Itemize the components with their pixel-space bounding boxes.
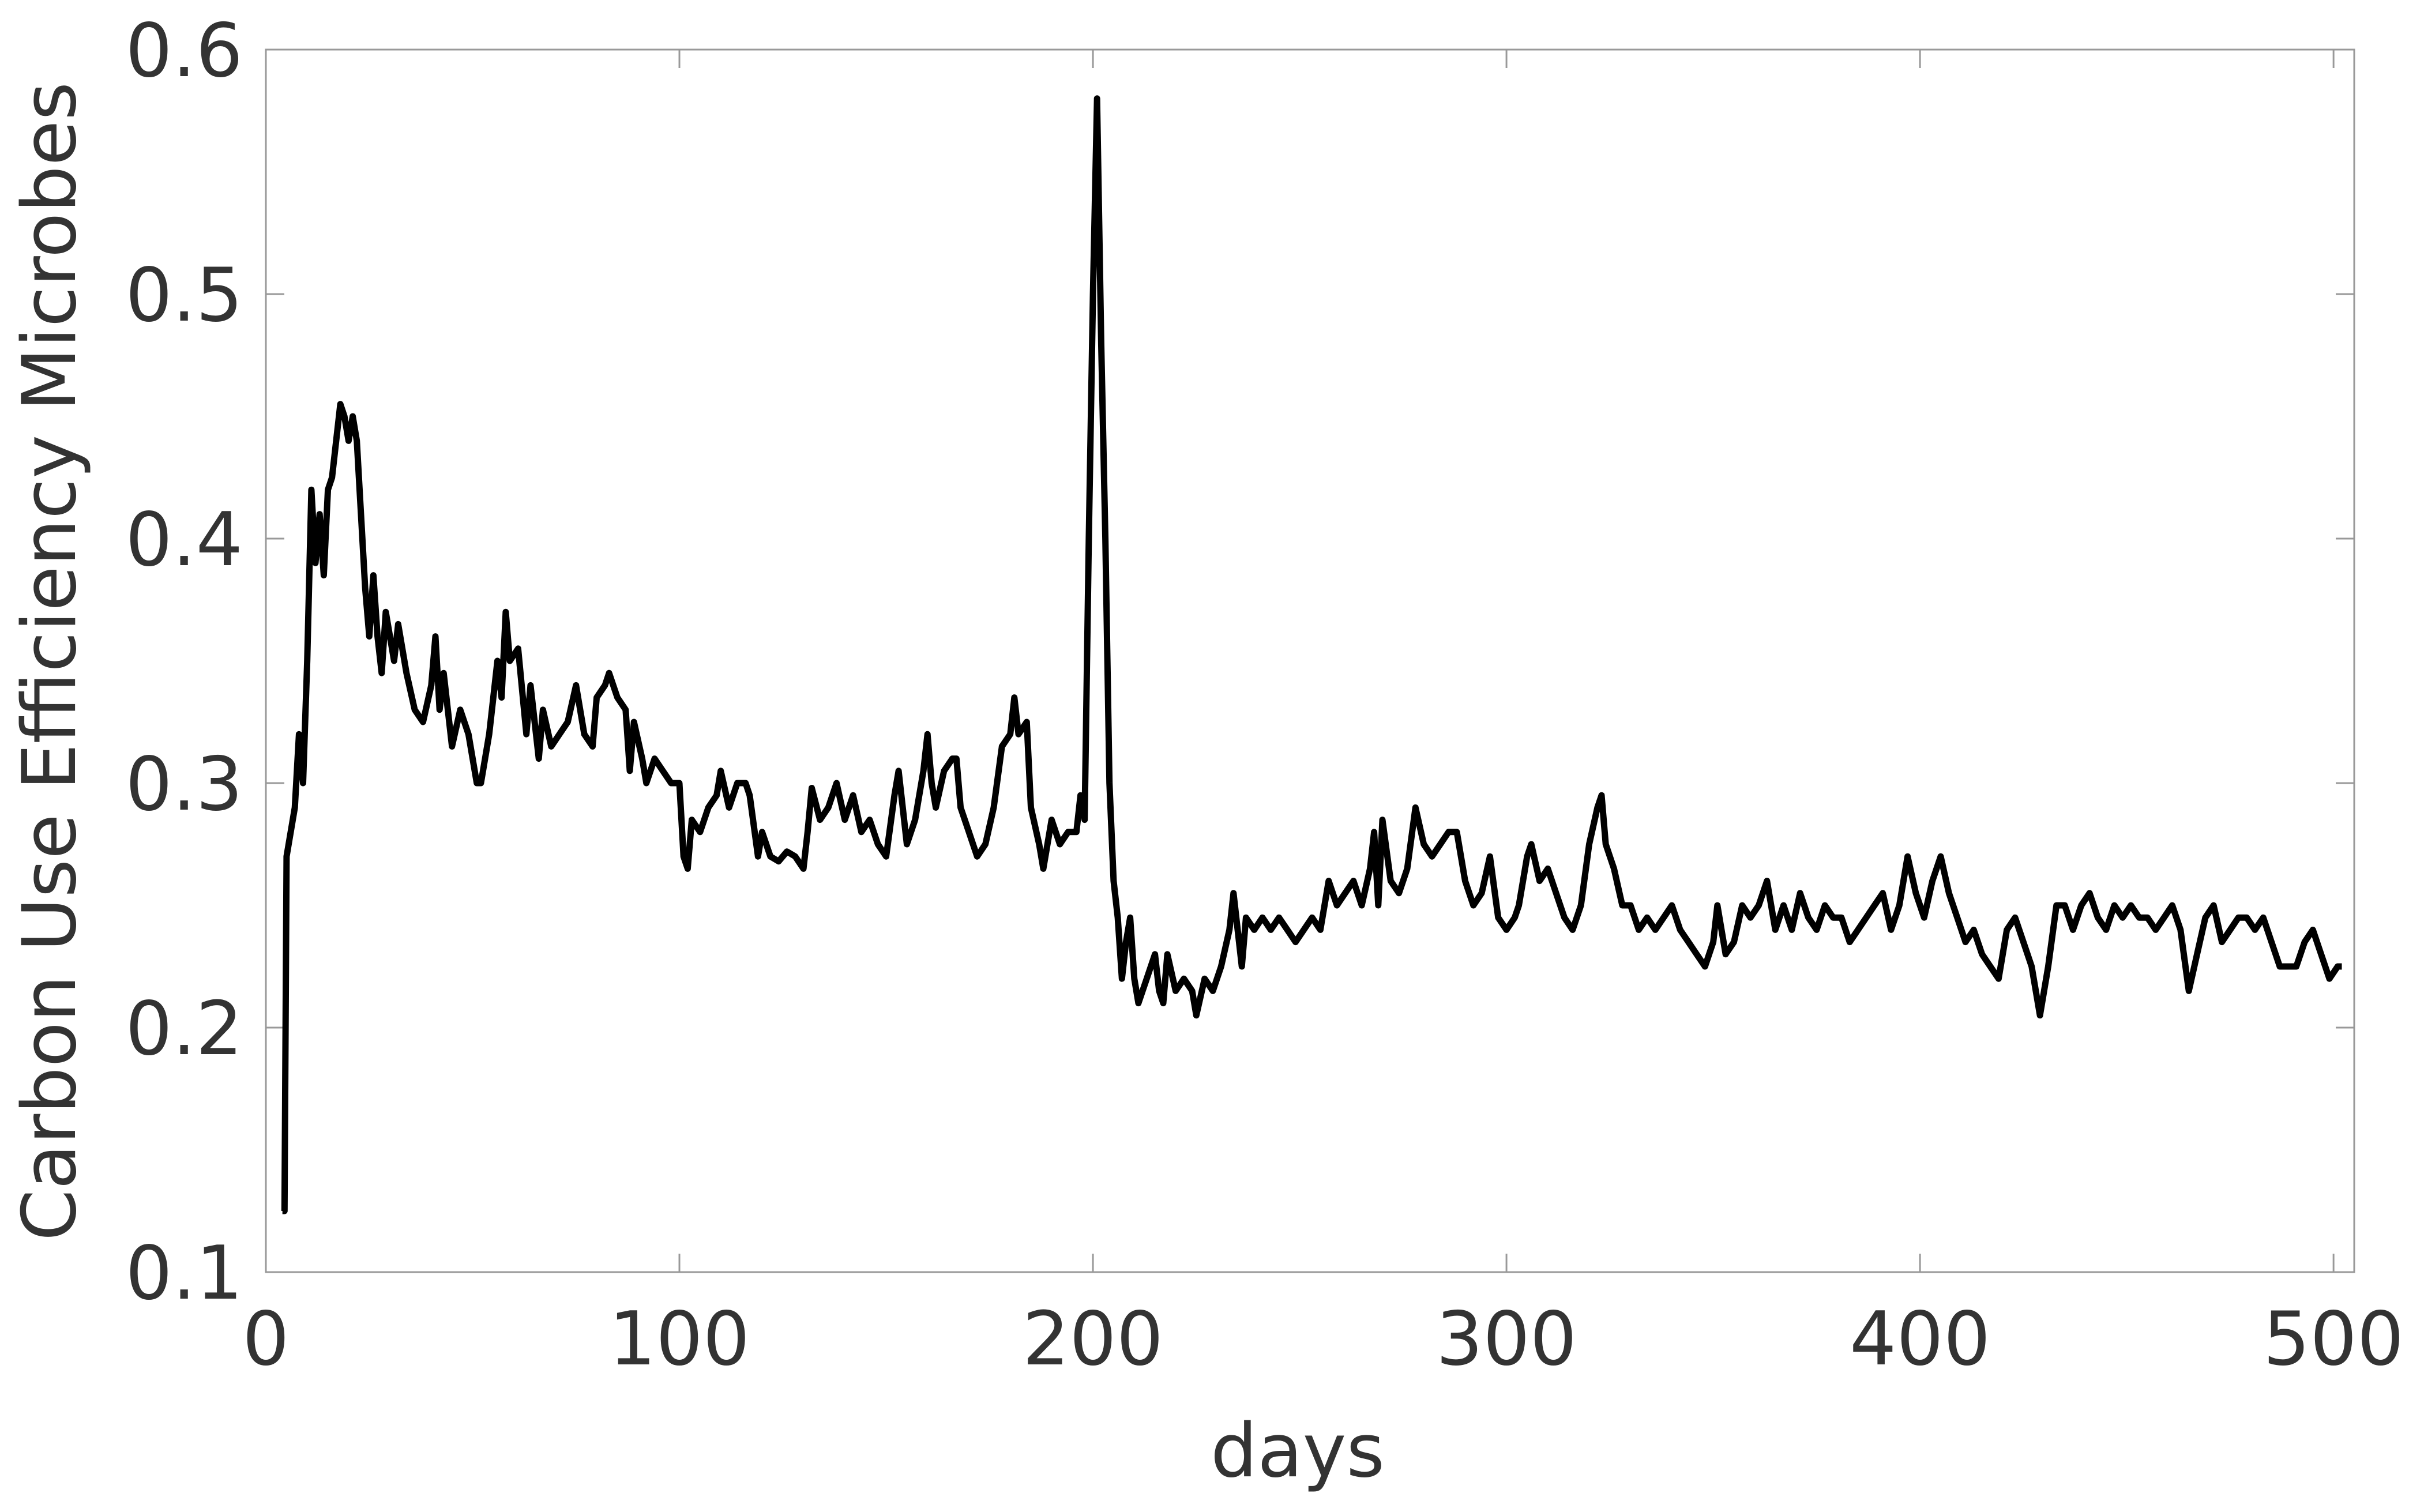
x-tick-label: 100 bbox=[609, 1296, 750, 1382]
x-tick-label: 0 bbox=[242, 1296, 289, 1382]
x-axis-label: days bbox=[1211, 1408, 1385, 1494]
y-tick-label: 0.5 bbox=[125, 253, 243, 338]
y-tick-label: 0.6 bbox=[125, 8, 243, 94]
x-tick-label: 400 bbox=[1850, 1296, 1990, 1382]
x-tick-label: 500 bbox=[2263, 1296, 2404, 1382]
y-tick-label: 0.4 bbox=[125, 497, 243, 583]
data-line bbox=[281, 95, 2342, 1214]
y-tick-label: 0.2 bbox=[125, 986, 243, 1072]
y-tick-label: 0.1 bbox=[125, 1231, 243, 1317]
axes-frame bbox=[265, 48, 2355, 1273]
x-tick-label: 300 bbox=[1436, 1296, 1577, 1382]
y-tick-label: 0.3 bbox=[125, 742, 243, 828]
x-tick-label: 200 bbox=[1023, 1296, 1163, 1382]
y-axis-label: Carbon Use Efficiency Microbes bbox=[7, 82, 93, 1241]
